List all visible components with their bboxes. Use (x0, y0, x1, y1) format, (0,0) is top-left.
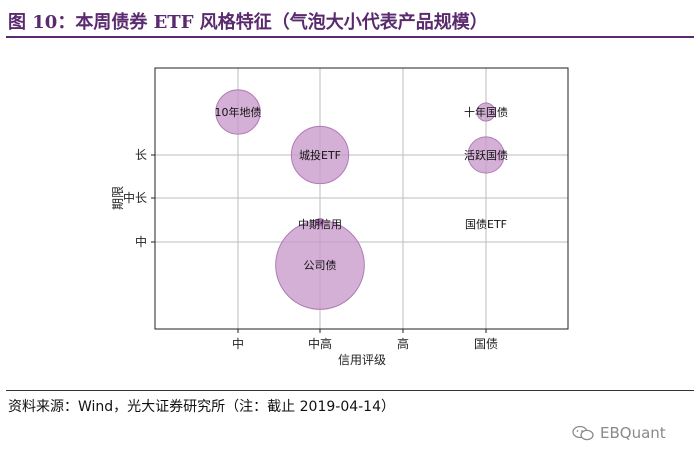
bubble (467, 136, 505, 174)
bubble-label: 十年国债 (464, 105, 508, 119)
footer-divider (6, 390, 694, 391)
bubble-chart: 10年地债城投ETF中期信用公司债十年国债活跃国债国债ETF 中中高高国债 中中… (111, 67, 569, 367)
bubble (215, 89, 261, 135)
y-axis-ticks: 中 中长 长 (123, 148, 155, 249)
y-tick-label: 中 (135, 234, 147, 249)
x-axis-ticks: 中 中高 高 国债 (232, 329, 498, 351)
y-tick-label: 中长 (123, 190, 147, 205)
wechat-icon (572, 425, 594, 441)
x-tick-label: 中高 (308, 336, 332, 351)
page-title: 图 10：本周债券 ETF 风格特征（气泡大小代表产品规模） (8, 12, 488, 33)
x-axis-label: 信用评级 (338, 353, 386, 367)
x-tick-label: 高 (397, 336, 409, 351)
bubble-label: 活跃国债 (464, 148, 508, 162)
watermark-text: EBQuant (600, 424, 666, 442)
bubbles (215, 89, 505, 310)
x-tick-label: 国债 (474, 337, 498, 351)
source-note: 资料来源：Wind，光大证券研究所（注：截止 2019-04-14） (8, 399, 395, 415)
y-axis-label: 期限 (111, 186, 125, 210)
x-tick-label: 中 (232, 336, 244, 351)
watermark: EBQuant (572, 424, 666, 442)
bubble-core (316, 218, 324, 226)
bubble (476, 102, 496, 122)
bubble-label: 国债ETF (465, 217, 507, 231)
bubble-label: 中期信用 (298, 218, 342, 231)
title-divider (6, 36, 694, 38)
bubble-label: 城投ETF (299, 148, 341, 162)
bubble-label: 10年地债 (215, 105, 262, 119)
bubble-label: 公司债 (304, 258, 337, 272)
bubble (290, 125, 350, 185)
y-tick-label: 长 (135, 148, 147, 162)
